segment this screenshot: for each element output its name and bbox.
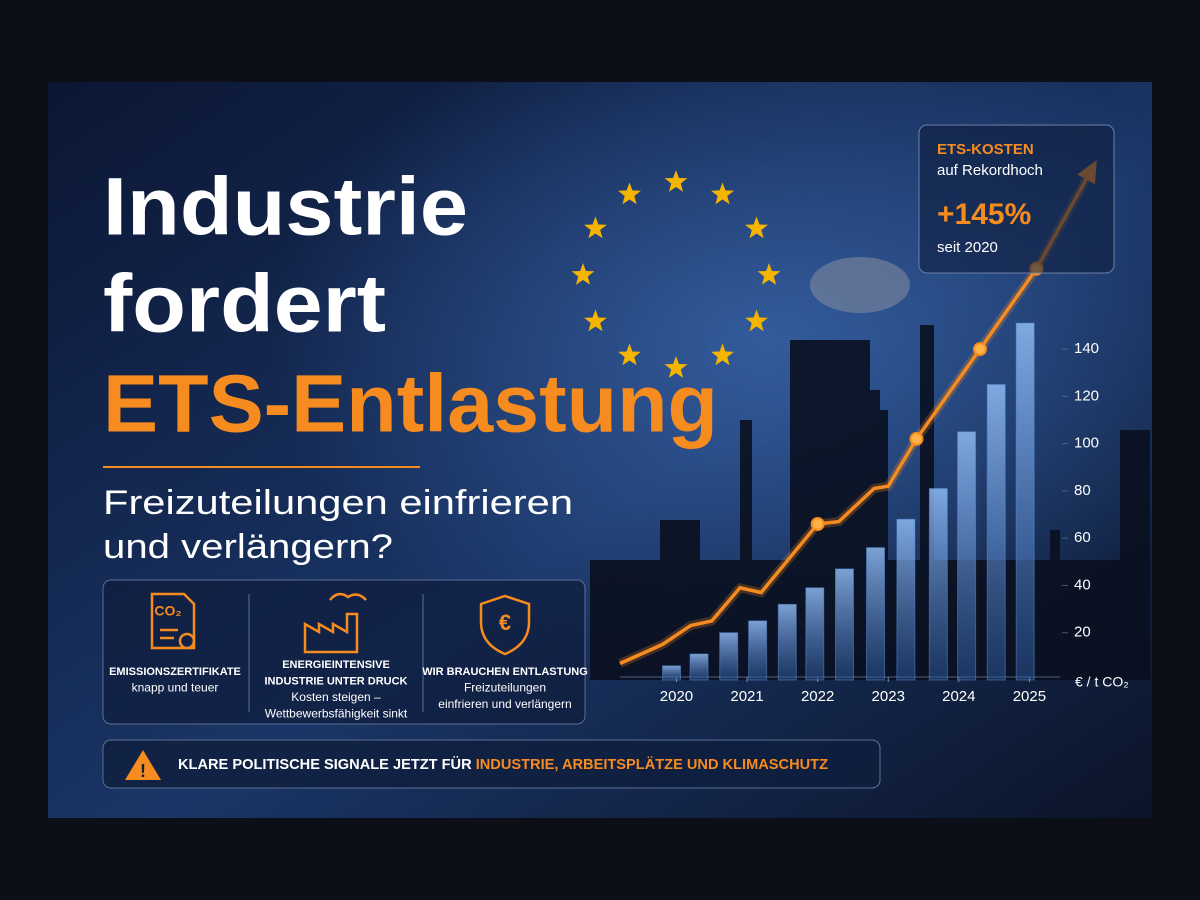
eu-stars [571,170,781,378]
bar [957,431,977,681]
star [757,263,781,285]
star [711,182,734,205]
bar [866,547,886,681]
line-marker [810,517,825,531]
callout-value: +145% [937,198,1031,231]
feature-title: EMISSIONSZERTIFIKATE [109,666,241,678]
star [618,182,641,205]
star [571,263,595,285]
star [584,216,607,239]
x-tick-label: 2021 [730,688,763,705]
callout-box [918,124,1115,274]
line-marker [973,342,987,357]
y-tick-label: 40 [1074,576,1091,593]
star [664,170,688,192]
feature-text: Freizuteilungen [464,681,546,695]
y-tick-label: 20 [1074,624,1091,641]
bar [1015,322,1035,681]
warning-icon [125,750,161,780]
callout-subtitle: auf Rekordhoch [937,162,1043,179]
banner-highlight: INDUSTRIE, ARBEITSPLÄTZE UND KLIMASCHUTZ [476,756,828,773]
unit-label: € / t CO₂ [1075,674,1129,690]
icon-text: CO₂ [154,603,181,619]
y-tick-label: 100 [1074,435,1099,452]
x-tick-label: 2024 [942,688,975,705]
banner [102,739,881,789]
star [618,343,641,366]
bar [834,568,854,681]
callout-note: seit 2020 [937,239,998,256]
y-tick-label: 120 [1074,387,1099,404]
line [619,166,1095,666]
bar [928,488,948,681]
banner-text: KLARE POLITISCHE SIGNALE JETZT FÜR INDUS… [178,756,828,773]
icons [150,592,531,656]
star [745,216,768,239]
y-tick-label: 80 [1074,482,1091,499]
title-line: fordert [103,259,386,350]
line-marker [909,431,924,446]
feature-text: Wettbewerbsfähigkeit sinkt [265,707,408,721]
y-tick-label: 140 [1074,340,1099,357]
bar [896,518,916,681]
feature-title: ENERGIEINTENSIVE [282,659,390,671]
bar [805,587,825,681]
icon-text: € [499,610,511,635]
x-tick-label: 2020 [660,688,693,705]
x-tick-label: 2022 [801,688,834,705]
star [711,343,734,366]
callout-title: ETS-KOSTEN [937,141,1034,158]
feature-text: einfrieren und verlängern [438,697,571,711]
bar [748,620,768,681]
warning-mark: ! [140,761,146,781]
feature-text: knapp und teuer [132,681,219,695]
x-tick-label: 2023 [872,688,905,705]
star [584,309,607,332]
feature-title: WIR BRAUCHEN ENTLASTUNG [422,666,588,678]
banner-text-part: KLARE POLITISCHE SIGNALE JETZT FÜR [178,756,476,773]
bar [986,384,1006,681]
y-tick-label: 60 [1074,529,1091,546]
title-line: Industrie [103,162,468,253]
bar [662,665,682,681]
bar [777,603,797,681]
star [745,309,768,332]
feature-title: INDUSTRIE UNTER DRUCK [265,675,408,687]
bar [689,653,709,681]
title-highlight: ETS-Entlastung [103,359,718,450]
star [664,356,688,378]
subtitle-line: und verlängern? [103,528,393,566]
bar [719,632,739,681]
subtitle-line: Freizuteilungen einfrieren [103,484,573,522]
x-tick-label: 2025 [1013,688,1046,705]
feature-text: Kosten steigen – [291,690,381,704]
